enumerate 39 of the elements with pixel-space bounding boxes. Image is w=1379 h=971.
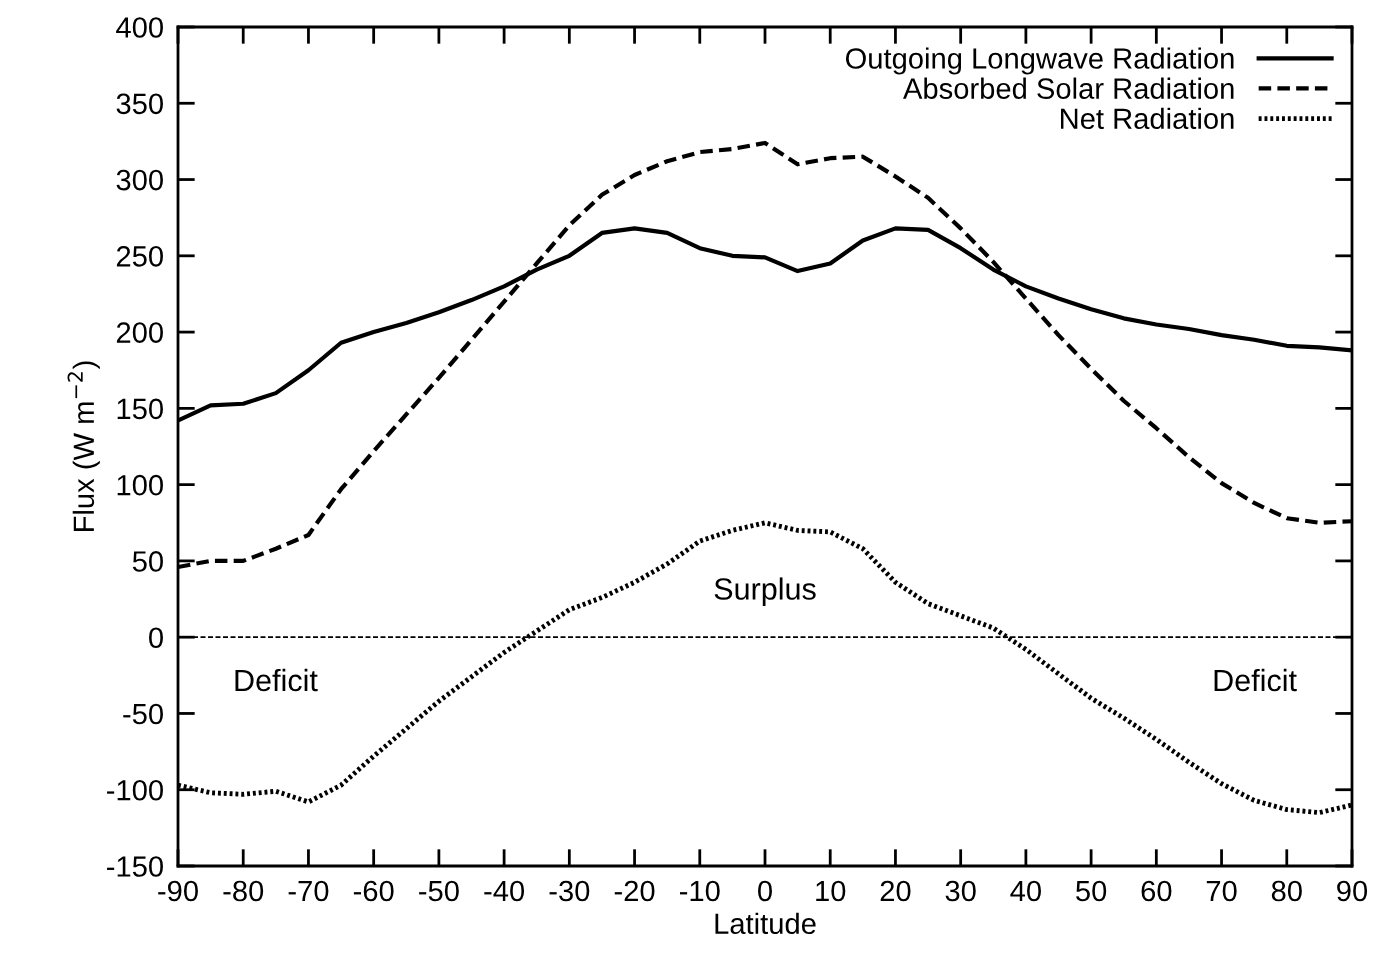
x-tick-label: 30 xyxy=(945,880,976,902)
legend-label: Outgoing Longwave Radiation xyxy=(845,47,1234,75)
x-tick-label: -50 xyxy=(419,880,459,902)
legend-label: Net Radiation xyxy=(1061,107,1234,130)
x-tick-label: 60 xyxy=(1141,880,1172,902)
x-tick-label: -10 xyxy=(680,880,720,902)
x-axis-title: Latitude xyxy=(715,912,816,935)
x-tick-label: 0 xyxy=(758,880,772,902)
x-tick-label: -30 xyxy=(549,880,590,902)
y-tick-label: -150 xyxy=(107,856,163,877)
x-tick-label: -90 xyxy=(158,880,198,902)
x-tick-label: -70 xyxy=(288,880,329,902)
annotation: Surplus xyxy=(714,577,816,606)
y-tick-label: 50 xyxy=(132,551,163,572)
x-tick-label: -20 xyxy=(614,880,655,902)
y-axis-title: Flux (W m$^{−2}$) xyxy=(67,361,100,532)
x-tick-label: 50 xyxy=(1076,880,1107,902)
y-tick-label: 400 xyxy=(116,17,163,38)
x-tick-label: 70 xyxy=(1206,880,1237,902)
y-tick-label: 100 xyxy=(117,474,163,496)
x-tick-label: -80 xyxy=(223,880,264,902)
annotation: Deficit xyxy=(1214,668,1297,692)
y-tick-label: 300 xyxy=(116,169,163,191)
x-tick-label: 10 xyxy=(816,880,846,902)
annotation: Deficit xyxy=(235,668,318,692)
y-tick-label: 150 xyxy=(117,398,163,420)
y-tick-label: -100 xyxy=(107,779,163,801)
x-tick-label: 90 xyxy=(1337,880,1368,902)
x-tick-label: -60 xyxy=(353,880,394,902)
y-tick-label: 0 xyxy=(149,627,163,649)
legend-label: Absorbed Solar Radiation xyxy=(903,77,1234,99)
y-tick-label: 350 xyxy=(116,93,163,115)
x-tick-label: 40 xyxy=(1010,880,1041,902)
x-tick-label: -40 xyxy=(484,880,525,902)
y-tick-label: 250 xyxy=(116,246,163,267)
x-tick-label: 80 xyxy=(1271,880,1302,902)
y-tick-label: 200 xyxy=(116,322,163,343)
x-tick-label: 20 xyxy=(880,880,911,902)
y-tick-label: -50 xyxy=(123,703,163,725)
